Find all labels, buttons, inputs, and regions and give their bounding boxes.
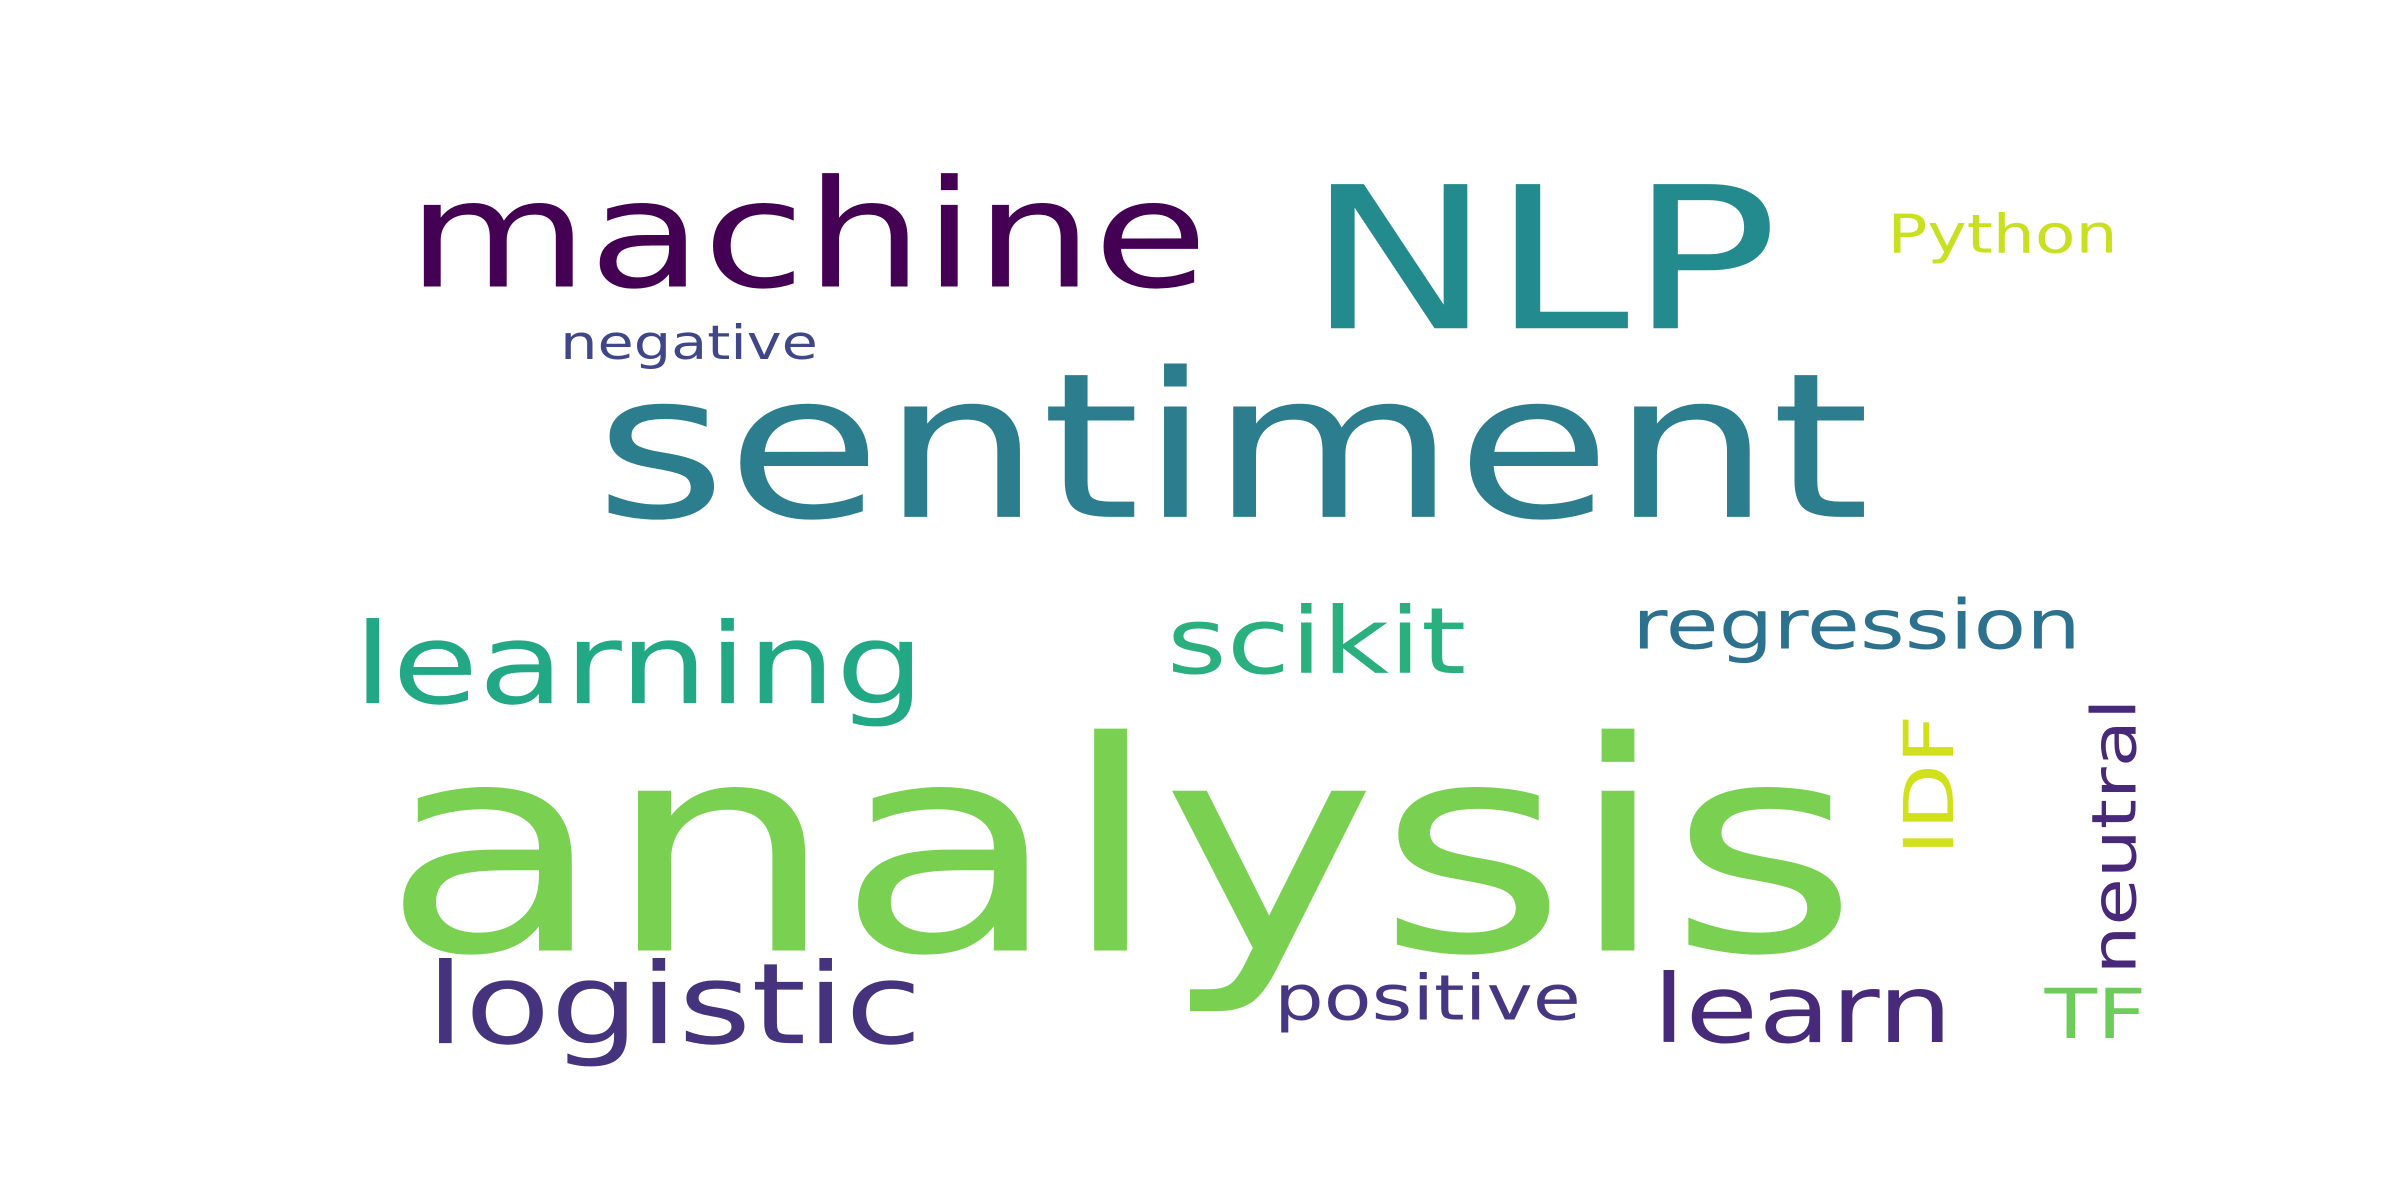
word-nlp: NLP xyxy=(1307,144,1779,375)
word-sentiment: sentiment xyxy=(595,330,1870,565)
word-machine: machine xyxy=(407,148,1208,322)
word-tf: TF xyxy=(2044,976,2147,1056)
word-scikit: scikit xyxy=(1167,587,1467,695)
word-idf: IDF xyxy=(1891,715,1971,856)
word-positive: positive xyxy=(1274,961,1581,1034)
word-learn: learn xyxy=(1652,955,1952,1065)
word-python: Python xyxy=(1887,204,2117,266)
words-layer: sentiment analysis NLP machine learning sciki… xyxy=(353,144,2150,1069)
word-neutral: neutral xyxy=(2079,699,2151,975)
word-negative: negative xyxy=(560,315,818,371)
word-regression: regression xyxy=(1632,586,2081,666)
word-logistic: logistic xyxy=(426,939,922,1070)
word-analysis: analysis xyxy=(381,679,1858,1019)
word-learning: learning xyxy=(353,599,924,730)
